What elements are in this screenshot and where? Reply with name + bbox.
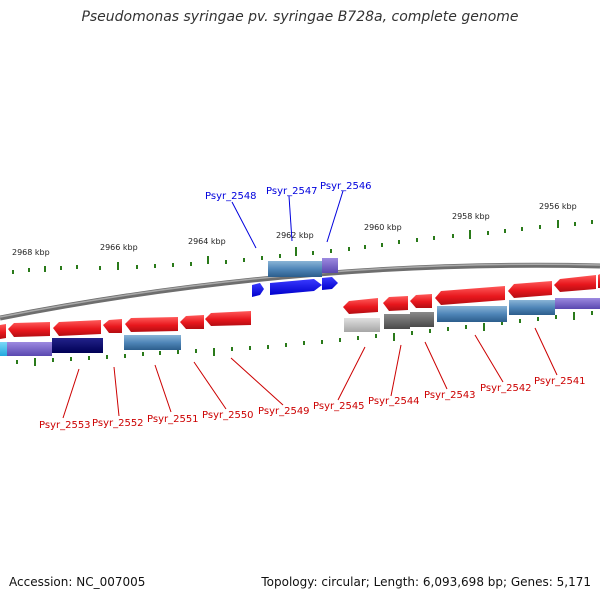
gene-psyr-2547[interactable] [270,279,322,295]
gene-label-psyr-2548[interactable]: Psyr_2548 [205,191,257,202]
annotation-navy[interactable] [52,338,103,353]
gene-label-psyr-2546[interactable]: Psyr_2546 [320,181,372,192]
topology-text: Topology: circular; Length: 6,093,698 bp… [261,575,591,589]
annotation-steel-2[interactable] [509,300,555,315]
forward-strand-genes [252,258,338,297]
gene-psyr-2543[interactable] [410,294,432,308]
kbp-label-2960: 2960 kbp [364,223,402,232]
gene-label-psyr-2543[interactable]: Psyr_2543 [424,390,476,401]
gene-psyr-2546-annotation[interactable] [322,258,338,273]
kbp-label-2964: 2964 kbp [188,237,226,246]
gene-label-psyr-2551[interactable]: Psyr_2551 [147,414,199,425]
gene-label-psyr-2541[interactable]: Psyr_2541 [534,376,586,387]
gene-label-psyr-2549[interactable]: Psyr_2549 [258,406,310,417]
gene-left-edge[interactable] [0,324,6,339]
accession-text: Accession: NC_007005 [9,575,146,589]
gene-psyr-2552[interactable] [53,320,101,336]
reverse-annotations [0,298,600,356]
gene-label-psyr-2547[interactable]: Psyr_2547 [266,186,318,197]
annotation-purple-right[interactable] [555,298,600,309]
gene-psyr-2546[interactable] [322,277,338,290]
gene-label-psyr-2544[interactable]: Psyr_2544 [368,396,420,407]
lower-label-lines [62,327,558,419]
gene-psyr-2549[interactable] [205,311,251,326]
kbp-label-2966: 2966 kbp [100,243,138,252]
gene-label-psyr-2542[interactable]: Psyr_2542 [480,383,532,394]
annotation-steel-1[interactable] [437,306,507,322]
annotation-dark-2[interactable] [410,312,434,327]
gene-label-psyr-2552[interactable]: Psyr_2552 [92,418,144,429]
kbp-label-2958: 2958 kbp [452,212,490,221]
upper-label-lines [231,190,344,249]
annotation-gray[interactable] [344,318,380,332]
gene-psyr-2547-annotation[interactable] [268,261,322,277]
gene-psyr-2553[interactable] [8,322,50,337]
kbp-label-2962: 2962 kbp [276,231,314,240]
annotation-steel-left[interactable] [124,335,181,350]
upper-ruler [12,220,593,274]
gene-psyr-2550[interactable] [125,317,178,332]
reverse-strand-genes [0,274,600,339]
annotation-purple[interactable] [7,342,52,356]
gene-label-psyr-2550[interactable]: Psyr_2550 [202,410,254,421]
gene-psyr-2548[interactable] [252,283,264,297]
gene-psyr-2541a[interactable] [508,281,552,298]
gene-psyr-2542[interactable] [435,286,505,305]
annotation-dark-1[interactable] [384,314,410,329]
gene-psyr-2545[interactable] [343,298,378,314]
gene-label-psyr-2553[interactable]: Psyr_2553 [39,420,91,431]
gene-psyr-2541[interactable] [554,275,596,292]
kbp-label-2968: 2968 kbp [12,248,50,257]
gene-psyr-2544[interactable] [383,296,408,311]
gene-psyr-2549a[interactable] [180,315,204,329]
gene-psyr-2551[interactable] [103,319,122,333]
map-title: Pseudomonas syringae pv. syringae B728a,… [81,9,519,25]
gene-label-psyr-2545[interactable]: Psyr_2545 [313,401,365,412]
kbp-label-2956: 2956 kbp [539,202,577,211]
lower-ruler [16,311,593,366]
annotation-cyan[interactable] [0,342,7,356]
